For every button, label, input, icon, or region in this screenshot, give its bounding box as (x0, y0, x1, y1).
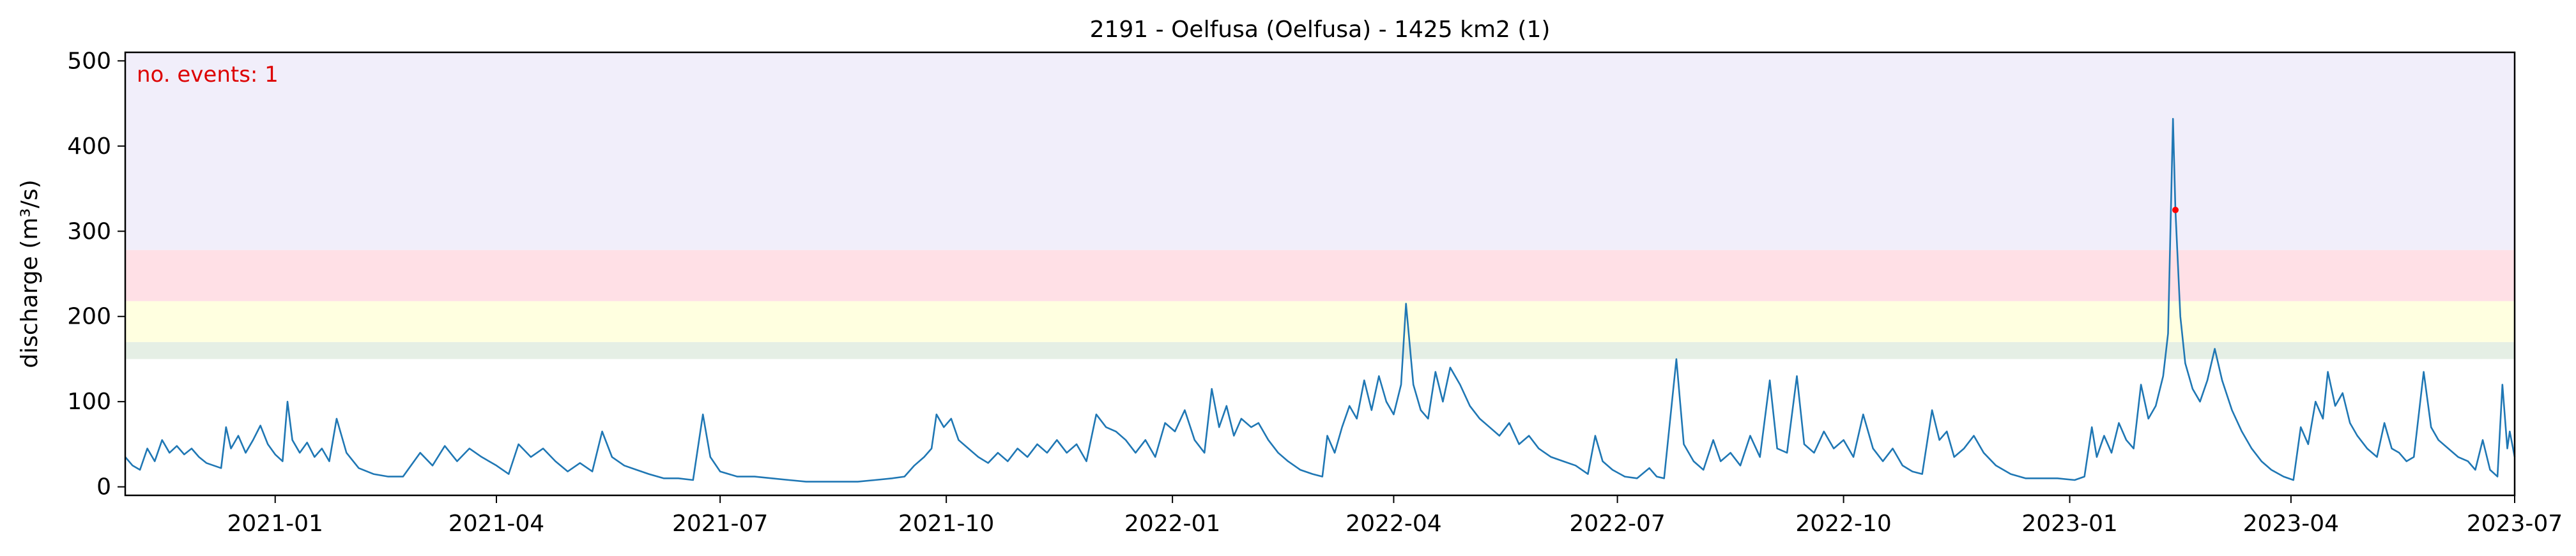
x-tick-label: 2021-07 (672, 511, 768, 537)
y-tick-label: 500 (67, 48, 111, 74)
events-annotation: no. events: 1 (137, 62, 279, 87)
x-tick-label: 2022-01 (1124, 511, 1220, 537)
x-tick-label: 2022-04 (1346, 511, 1441, 537)
x-tick-label: 2023-01 (2021, 511, 2117, 537)
x-tick-label: 2021-01 (227, 511, 323, 537)
y-tick-label: 0 (96, 474, 111, 500)
threshold-bands (125, 52, 2515, 359)
event-markers (2172, 206, 2179, 213)
y-tick-label: 300 (67, 218, 111, 244)
y-tick-label: 200 (67, 304, 111, 330)
x-tick-label: 2022-10 (1795, 511, 1891, 537)
y-tick-label: 100 (67, 389, 111, 415)
y-tick-label: 400 (67, 133, 111, 160)
x-tick-label: 2021-10 (898, 511, 994, 537)
x-tick-label: 2021-04 (448, 511, 544, 537)
chart-title: 2191 - Oelfusa (Oelfusa) - 1425 km2 (1) (1090, 17, 1551, 43)
x-tick-label: 2023-07 (2467, 511, 2563, 537)
series-layer (125, 117, 2516, 483)
threshold-band-1 (125, 342, 2515, 359)
x-tick-label: 2023-04 (2243, 511, 2339, 537)
plot-frame (124, 51, 2516, 497)
series-line-1 (125, 117, 2516, 483)
event-point-1 (2172, 206, 2179, 213)
threshold-band-2 (125, 301, 2515, 342)
threshold-band-4 (125, 52, 2515, 250)
threshold-band-3 (125, 250, 2515, 301)
y-axis: 0 100 200 300 400 500 (67, 48, 125, 500)
x-tick-label: 2022-07 (1569, 511, 1665, 537)
y-axis-label: discharge (m³/s) (17, 179, 43, 368)
x-axis: 2021-01 2021-04 2021-07 2021-10 2022-01 2022-… (227, 495, 2563, 537)
